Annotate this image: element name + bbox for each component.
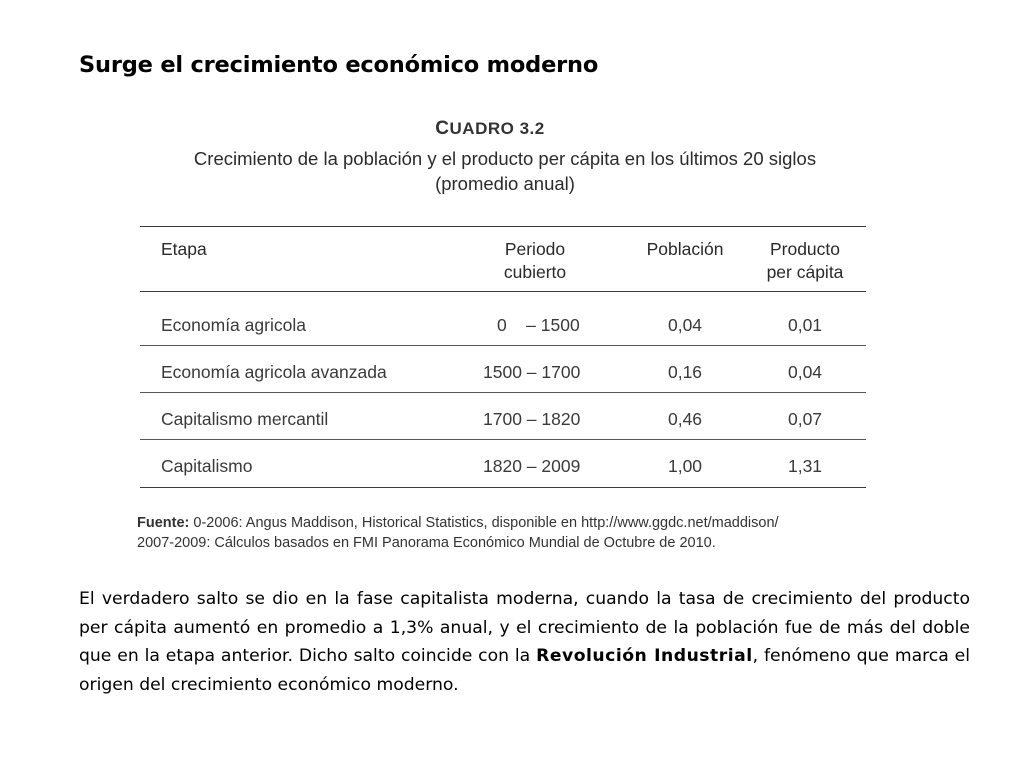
header-etapa: Etapa — [161, 239, 207, 259]
row-2-periodo: 1500 – 1700 — [483, 362, 581, 382]
row-4-periodo: 1820 – 2009 — [483, 456, 581, 476]
table-caption-line-2: (promedio anual) — [435, 173, 575, 194]
row-3-rule — [140, 439, 866, 440]
row-1-poblacion: 0,04 — [667, 315, 703, 335]
row-3-producto: 0,07 — [787, 409, 823, 429]
row-2-rule — [140, 392, 866, 393]
table-bottom-rule — [140, 487, 866, 488]
source-line-2: 2007-2009: Cálculos basados en FMI Panor… — [137, 535, 716, 551]
scanned-table-figure: CUADRO 3.2 Crecimiento de la población y… — [100, 108, 880, 568]
row-4-etapa: Capitalismo — [161, 456, 253, 476]
table-caption: Crecimiento de la población y el product… — [140, 146, 870, 196]
body-paragraph: El verdadero salto se dio en la fase cap… — [79, 589, 970, 695]
source-label: Fuente: — [137, 515, 190, 531]
table-source-note: Fuente: 0-2006: Angus Maddison, Historic… — [137, 513, 877, 553]
header-bottom-rule — [140, 291, 866, 292]
row-2-poblacion: 0,16 — [667, 362, 703, 382]
row-3-poblacion: 0,46 — [667, 409, 703, 429]
row-1-producto: 0,01 — [787, 315, 823, 335]
row-1-etapa: Economía agricola — [161, 315, 306, 335]
row-3-etapa: Capitalismo mercantil — [161, 409, 329, 429]
header-producto: Producto per cápita — [766, 239, 844, 282]
source-line-1: 0-2006: Angus Maddison, Historical Stati… — [193, 515, 779, 531]
row-4-poblacion: 1,00 — [667, 456, 703, 476]
header-poblacion: Población — [646, 239, 724, 259]
table-number-label: CUADRO 3.2 — [435, 118, 545, 139]
row-1-periodo: 0 – 1500 — [497, 315, 580, 335]
table-caption-line-1: Crecimiento de la población y el product… — [193, 148, 817, 169]
row-2-producto: 0,04 — [787, 362, 823, 382]
header-periodo: Periodo cubierto — [503, 239, 567, 282]
slide-title: Surge el crecimiento económico moderno — [79, 52, 599, 78]
row-2-etapa: Economía agricola avanzada — [161, 362, 387, 382]
row-4-producto: 1,31 — [787, 456, 823, 476]
body-bold-term: Revolución Industrial — [536, 646, 753, 666]
table-top-rule — [140, 226, 866, 227]
row-3-periodo: 1700 – 1820 — [483, 409, 581, 429]
row-1-rule — [140, 345, 866, 346]
